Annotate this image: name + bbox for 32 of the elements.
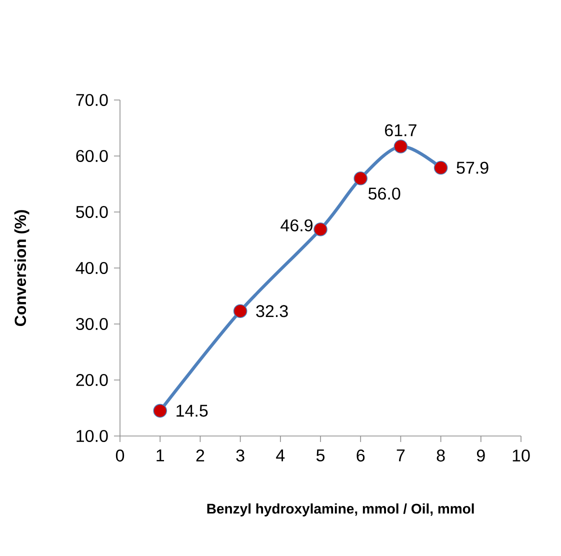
point xyxy=(434,160,448,175)
point xyxy=(354,171,368,186)
data-label: 32.3 xyxy=(256,305,288,318)
y-tick-label: 30.0 xyxy=(76,318,108,330)
point xyxy=(233,304,248,318)
point xyxy=(153,404,167,418)
y-axis-title: Conversion (%) xyxy=(14,210,30,326)
x-tick-label: 7 xyxy=(396,450,405,462)
y-tick-label: 40.0 xyxy=(76,262,108,274)
data-label: 14.5 xyxy=(176,404,208,417)
x-tick-label: 3 xyxy=(236,450,244,462)
x-tick-label: 5 xyxy=(316,450,325,462)
data-label: 46.9 xyxy=(280,219,313,232)
y-tick-label: 20.0 xyxy=(76,374,108,386)
data-label: 61.7 xyxy=(385,124,416,136)
x-tick-label: 6 xyxy=(356,450,365,462)
data-label: 56.0 xyxy=(368,188,400,200)
x-tick-label: 2 xyxy=(196,450,204,462)
x-tick-label: 9 xyxy=(476,450,485,462)
y-tick-label: 70.0 xyxy=(76,94,108,106)
y-tick-label: 60.0 xyxy=(76,150,108,162)
x-tick-label: 10 xyxy=(512,450,530,462)
y-tick-label: 50.0 xyxy=(76,206,108,218)
x-axis-title: Benzyl hydroxylamine, mmol / Oil, mmol xyxy=(207,503,474,516)
x-tick-label: 0 xyxy=(116,450,124,462)
data-label: 57.9 xyxy=(456,162,488,174)
point xyxy=(314,222,328,236)
x-tick-label: 4 xyxy=(276,450,285,462)
x-tick-label: 8 xyxy=(436,450,445,462)
y-tick-label: 10.0 xyxy=(76,430,108,442)
x-tick-label: 1 xyxy=(156,450,164,462)
point xyxy=(394,140,408,154)
